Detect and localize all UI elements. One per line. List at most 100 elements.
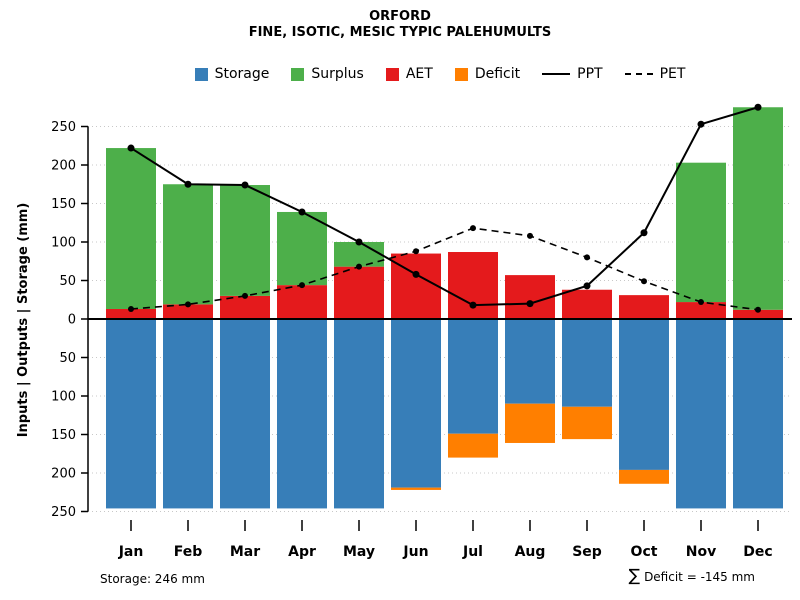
pet-point xyxy=(527,232,533,239)
x-tick-label: Jul xyxy=(462,544,483,560)
pet-point xyxy=(641,278,647,285)
aet-bar xyxy=(220,295,270,319)
ppt-point xyxy=(469,301,477,309)
pet-point xyxy=(128,305,134,312)
y-axis-title: Inputs | Outputs | Storage (mm) xyxy=(16,203,31,438)
aet-bar xyxy=(448,252,498,319)
aet-bar xyxy=(106,308,156,319)
deficit-swatch-icon xyxy=(454,67,468,81)
ppt-solid-line-icon xyxy=(542,73,571,75)
y-tick-label: 50 xyxy=(59,274,76,289)
legend-label-deficit: Deficit xyxy=(474,66,521,82)
storage-bar xyxy=(676,319,726,509)
ppt-point xyxy=(754,103,762,111)
aet-bar xyxy=(277,285,327,319)
ppt-line xyxy=(130,106,759,307)
x-tick-label: Nov xyxy=(686,544,716,560)
pet-point xyxy=(470,225,476,232)
y-tick-label: 50 xyxy=(59,351,76,366)
legend-item-surplus: Surplus xyxy=(291,66,364,82)
deficit-annotation: ∑ Deficit = -145 mm xyxy=(629,568,755,585)
y-tick-label: 200 xyxy=(51,467,76,482)
y-tick-label: 100 xyxy=(51,236,76,251)
storage-bar xyxy=(391,319,441,488)
ppt-point xyxy=(697,120,705,128)
aet-bar xyxy=(733,309,783,319)
pet-point xyxy=(584,254,590,261)
surplus-bar xyxy=(277,211,327,286)
y-tick-label: 250 xyxy=(51,505,76,520)
deficit-bar xyxy=(562,406,612,440)
legend-label-storage: Storage xyxy=(214,66,270,82)
y-tick-label: 100 xyxy=(51,390,76,405)
storage-bar xyxy=(334,319,384,509)
deficit-bar xyxy=(505,403,555,443)
aet-bar xyxy=(505,275,555,319)
legend-item-storage: Storage xyxy=(194,66,270,82)
aet-bar xyxy=(619,295,669,319)
storage-annotation: Storage: 246 mm xyxy=(100,572,205,586)
legend-label-surplus: Surplus xyxy=(311,66,364,82)
deficit-bar xyxy=(391,487,441,490)
x-tick-label: Oct xyxy=(631,544,658,560)
surplus-bar xyxy=(334,242,384,267)
deficit-bar xyxy=(619,469,669,484)
y-tick-label: 150 xyxy=(51,428,76,443)
pet-point xyxy=(242,292,248,299)
storage-bar xyxy=(163,319,213,509)
deficit-text: Deficit = -145 mm xyxy=(644,569,755,584)
aet-swatch-icon xyxy=(385,67,399,81)
y-tick-label: 150 xyxy=(51,197,76,212)
legend-item-deficit: Deficit xyxy=(454,66,521,82)
surplus-swatch-icon xyxy=(291,67,305,81)
aet-bar xyxy=(562,289,612,319)
pet-point xyxy=(299,282,305,289)
legend-item-pet: PET xyxy=(624,66,685,82)
x-tick-label: Mar xyxy=(230,544,260,560)
legend-item-ppt: PPT xyxy=(542,66,603,82)
y-tick-label: 200 xyxy=(51,159,76,174)
surplus-bar xyxy=(733,107,783,310)
ppt-point xyxy=(583,282,591,290)
ppt-point xyxy=(640,229,648,237)
legend-label-ppt: PPT xyxy=(577,66,603,82)
storage-swatch-icon xyxy=(194,67,208,81)
y-tick-label: 250 xyxy=(51,120,76,135)
chart-legend: Storage Surplus AET Deficit PPT PET xyxy=(88,66,792,82)
aet-bar xyxy=(676,302,726,319)
storage-bar xyxy=(619,319,669,470)
y-tick-label: 0 xyxy=(68,313,76,328)
legend-item-aet: AET xyxy=(385,66,433,82)
pet-point xyxy=(185,301,191,308)
x-tick-label: Apr xyxy=(288,544,316,560)
pet-point xyxy=(755,306,761,313)
aet-bar xyxy=(334,266,384,319)
pet-line xyxy=(130,227,759,311)
storage-bar xyxy=(505,319,555,404)
x-tick-label: Jan xyxy=(118,544,144,560)
chart-subtitle: FINE, ISOTIC, MESIC TYPIC PALEHUMULTS xyxy=(248,25,552,40)
surplus-bar xyxy=(676,162,726,303)
ppt-point xyxy=(127,144,135,152)
surplus-bar xyxy=(106,148,156,309)
storage-bar xyxy=(220,319,270,509)
legend-label-aet: AET xyxy=(405,66,433,82)
storage-bar xyxy=(562,319,612,407)
ppt-point xyxy=(412,270,420,278)
storage-bar xyxy=(106,319,156,509)
ppt-point xyxy=(241,181,249,189)
x-tick-label: Feb xyxy=(174,544,203,560)
ppt-point xyxy=(184,180,192,188)
ppt-point xyxy=(298,208,306,216)
chart-title: ORFORD xyxy=(369,9,431,24)
x-tick-label: Sep xyxy=(572,544,602,560)
surplus-bar xyxy=(163,184,213,305)
x-tick-label: May xyxy=(343,544,375,560)
pet-point xyxy=(356,263,362,270)
storage-bar xyxy=(448,319,498,434)
deficit-bar xyxy=(448,433,498,458)
pet-point xyxy=(413,248,419,255)
sigma-symbol: ∑ xyxy=(628,566,641,586)
